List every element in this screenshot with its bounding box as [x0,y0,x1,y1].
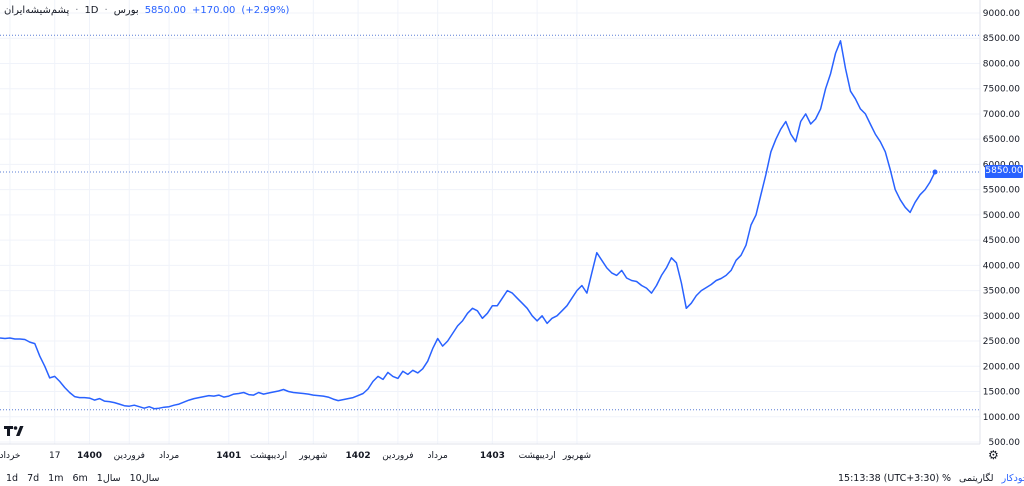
range-1d[interactable]: 1d [6,472,19,484]
x-tick-label: فروردین [114,451,145,461]
x-tick-label: خرداد [0,451,20,461]
percent-toggle[interactable]: % [942,472,952,484]
gear-icon[interactable]: ⚙ [988,448,999,462]
symbol-name[interactable]: پشم‌شیشه‌ایران [4,4,70,16]
y-tick-label: 3500.00 [983,287,1020,297]
x-tick-label: مرداد [159,451,179,461]
log-toggle[interactable]: لگاریتمی [959,472,994,484]
tradingview-logo-icon[interactable] [4,424,24,438]
range-1y[interactable]: 1سال [96,472,121,484]
horizontal-lines [0,34,980,411]
range-7d[interactable]: 7d [27,472,40,484]
x-tick-label: 17 [49,451,60,461]
last-price-point [932,169,938,175]
chart-legend: پشم‌شیشه‌ایران · 1D · بورس 5850.00 +170.… [4,2,289,18]
y-tick-label: 4500.00 [983,236,1020,246]
range-selector: 1d 7d 1m 6m 1سال 10سال [6,473,159,484]
x-tick-label: 1403 [480,451,505,461]
price-change-percent: (+2.99%) [241,4,290,16]
y-tick-label: 1000.00 [983,413,1020,423]
scale-options: % لگاریتمی خودکار [942,473,1024,484]
x-tick-label: اردیبهشت [519,451,556,461]
x-tick-label: شهریور [298,451,327,461]
time-axis[interactable]: خرداد 17 1400 فروردین مرداد 1401 اردیبهشت شهریو… [0,451,591,461]
legend-separator: · [104,4,108,16]
y-tick-label: 8500.00 [983,34,1020,44]
auto-toggle[interactable]: خودکار [1001,472,1024,484]
bottom-toolbar: 1d 7d 1m 6m 1سال 10سال 15:13:38 (UTC+3:3… [0,470,1024,486]
price-axis[interactable]: 9000.00 8500.00 8000.00 7500.00 7000.00 6500.… [983,9,1020,448]
x-tick-label: 1400 [77,451,102,461]
grid [0,0,980,444]
y-tick-label: 9000.00 [983,9,1020,19]
y-tick-label: 2500.00 [983,337,1020,347]
x-tick-label: اردیبهشت [250,451,287,461]
y-tick-label: 4000.00 [983,261,1020,271]
y-tick-label: 5500.00 [983,186,1020,196]
y-tick-label: 6500.00 [983,135,1020,145]
y-tick-label: 5000.00 [983,211,1020,221]
y-tick-label: 500.00 [989,438,1021,448]
current-price: 5850.00 [144,4,187,16]
x-tick-label: 1402 [346,451,371,461]
interval-label[interactable]: 1D [84,4,99,16]
y-tick-label: 7000.00 [983,110,1020,120]
y-tick-label: 8000.00 [983,59,1020,69]
y-tick-label: 2000.00 [983,362,1020,372]
price-change: +170.00 [192,4,236,16]
x-tick-label: فروردین [382,451,413,461]
x-tick-label: مرداد [428,451,448,461]
last-price-label: 5850.00 [985,165,1023,179]
legend-separator: · [75,4,79,16]
y-tick-label: 7500.00 [983,85,1020,95]
range-10y[interactable]: 10سال [129,472,160,484]
x-tick-label: شهریور [562,451,591,461]
price-chart[interactable]: 9000.00 8500.00 8000.00 7500.00 7000.00 6500.… [0,0,1024,470]
y-tick-label: 6000.00 [983,160,1020,170]
price-series-line [0,40,936,410]
y-tick-label: 1500.00 [983,388,1020,398]
range-6m[interactable]: 6m [72,472,88,484]
y-tick-label: 3000.00 [983,312,1020,322]
range-1m[interactable]: 1m [48,472,64,484]
x-tick-label: 1401 [216,451,241,461]
exchange-label: بورس [113,4,139,16]
clock-readout[interactable]: 15:13:38 (UTC+3:30) [838,472,940,484]
